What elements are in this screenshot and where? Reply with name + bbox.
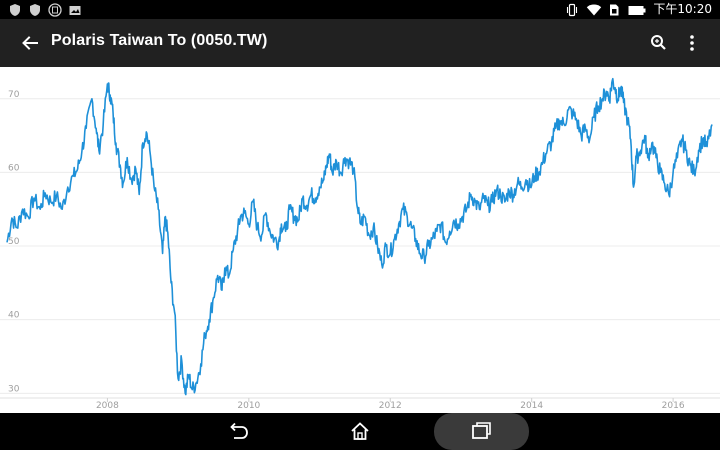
- shield-icon: [28, 3, 42, 17]
- nav-back-button[interactable]: [218, 413, 258, 450]
- image-icon: [68, 3, 82, 17]
- page-title: Polaris Taiwan To (0050.TW): [51, 32, 268, 49]
- x-tick-label: 2012: [379, 401, 402, 411]
- battery-icon: [628, 3, 646, 17]
- y-tick-label: 60: [8, 163, 20, 173]
- status-left-icons: [8, 2, 82, 17]
- sim-icon: [607, 3, 621, 17]
- y-tick-label: 50: [8, 237, 20, 247]
- nav-home-button[interactable]: [340, 413, 380, 450]
- more-vert-icon: [690, 35, 694, 51]
- price-chart[interactable]: 30 40 50 60 70 2008 2010 2012 2014 2016: [0, 67, 720, 413]
- nav-home-icon: [351, 422, 369, 440]
- y-tick-label: 30: [8, 384, 20, 394]
- vibrate-icon: [565, 3, 579, 17]
- overflow-menu-button[interactable]: [682, 31, 702, 55]
- arrow-back-icon: [22, 36, 38, 50]
- wifi-icon: [586, 3, 602, 17]
- app-icon: [48, 2, 62, 17]
- app-bar: Polaris Taiwan To (0050.TW): [0, 19, 720, 67]
- navigation-bar: [0, 413, 720, 450]
- status-bar: 下午10:20: [0, 0, 720, 19]
- status-right-icons: 下午10:20: [565, 1, 712, 18]
- x-tick-label: 2010: [237, 401, 260, 411]
- nav-back-icon: [230, 422, 248, 439]
- shield-icon: [8, 3, 22, 17]
- back-button[interactable]: [14, 29, 46, 57]
- zoom-icon: [651, 35, 666, 50]
- y-tick-label: 70: [8, 90, 20, 100]
- chart-svg[interactable]: 30 40 50 60 70 2008 2010 2012 2014 2016: [0, 67, 720, 413]
- status-time: 下午10:20: [653, 2, 712, 16]
- zoom-button[interactable]: [646, 31, 672, 55]
- price-series-line: [6, 77, 713, 396]
- x-tick-label: 2008: [96, 401, 119, 411]
- x-tick-label: 2014: [520, 401, 543, 411]
- nav-recent-icon: [472, 422, 491, 439]
- y-tick-label: 40: [8, 311, 20, 321]
- nav-recent-button[interactable]: [434, 413, 529, 450]
- x-tick-label: 2016: [662, 401, 685, 411]
